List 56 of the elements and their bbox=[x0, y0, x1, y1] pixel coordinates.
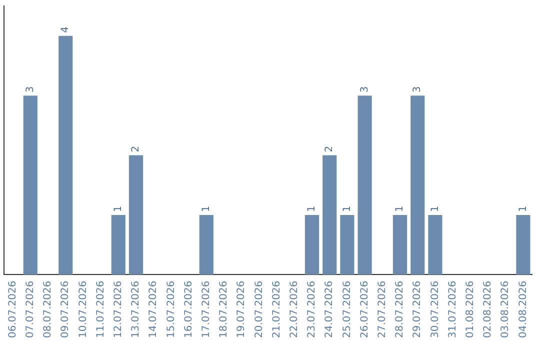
x-tick-label: 15.07.2026 bbox=[166, 280, 177, 338]
x-tick-label: 22.07.2026 bbox=[288, 280, 300, 338]
data-label: 1 bbox=[200, 206, 212, 212]
x-tick-label: 31.07.2026 bbox=[447, 280, 458, 338]
x-tick-label: 08.07.2026 bbox=[42, 280, 54, 338]
bar bbox=[199, 215, 214, 275]
data-label: 1 bbox=[342, 206, 353, 212]
data-label: 2 bbox=[324, 146, 336, 152]
data-label: 1 bbox=[306, 206, 318, 212]
bar bbox=[358, 96, 372, 275]
data-label: 1 bbox=[430, 206, 441, 212]
bar bbox=[111, 215, 126, 275]
x-tick-label: 24.07.2026 bbox=[324, 280, 336, 338]
data-label: 3 bbox=[412, 86, 424, 93]
x-tick-label: 14.07.2026 bbox=[148, 280, 160, 338]
bar bbox=[428, 215, 442, 275]
x-tick-label: 20.07.2026 bbox=[254, 280, 265, 338]
x-tick-label: 03.08.2026 bbox=[500, 280, 512, 338]
x-tick-label: 11.07.2026 bbox=[95, 280, 106, 338]
x-tick-label: 01.08.2026 bbox=[464, 280, 476, 338]
bar bbox=[304, 215, 320, 275]
x-tick-label: 16.07.2026 bbox=[183, 280, 194, 338]
bar bbox=[516, 215, 530, 275]
x-tick-label: 12.07.2026 bbox=[112, 280, 124, 338]
bar bbox=[23, 96, 38, 275]
x-tick-label: 29.07.2026 bbox=[412, 280, 424, 338]
x-tick-label: 23.07.2026 bbox=[306, 280, 318, 338]
bar bbox=[128, 155, 144, 275]
bar bbox=[410, 96, 425, 275]
x-tick-label: 07.07.2026 bbox=[24, 280, 36, 338]
data-label: 1 bbox=[518, 206, 529, 212]
data-label: 1 bbox=[112, 206, 124, 212]
x-tick-label: 30.07.2026 bbox=[430, 280, 441, 338]
x-tick-label: 09.07.2026 bbox=[60, 280, 72, 338]
x-tick-label: 25.07.2026 bbox=[342, 280, 353, 338]
x-tick-label: 26.07.2026 bbox=[359, 280, 370, 338]
bar bbox=[322, 155, 337, 275]
x-tick-label: 10.07.2026 bbox=[78, 280, 89, 338]
data-label: 3 bbox=[24, 86, 36, 93]
data-label: 4 bbox=[60, 26, 72, 33]
data-label: 2 bbox=[130, 146, 142, 152]
x-tick-label: 27.07.2026 bbox=[376, 280, 388, 338]
bar bbox=[392, 215, 408, 275]
x-tick-label: 06.07.2026 bbox=[7, 280, 18, 338]
bar bbox=[340, 215, 354, 275]
x-tick-label: 13.07.2026 bbox=[130, 280, 142, 338]
x-tick-label: 21.07.2026 bbox=[271, 280, 282, 338]
x-tick-label: 04.08.2026 bbox=[518, 280, 529, 338]
bar bbox=[58, 36, 73, 275]
x-tick-label: 18.07.2026 bbox=[218, 280, 230, 338]
data-label: 1 bbox=[394, 206, 406, 212]
x-tick-label: 17.07.2026 bbox=[200, 280, 212, 338]
x-tick-label: 02.08.2026 bbox=[482, 280, 494, 338]
x-tick-label: 19.07.2026 bbox=[236, 280, 248, 338]
data-label: 3 bbox=[359, 86, 370, 93]
x-tick-label: 28.07.2026 bbox=[394, 280, 406, 338]
